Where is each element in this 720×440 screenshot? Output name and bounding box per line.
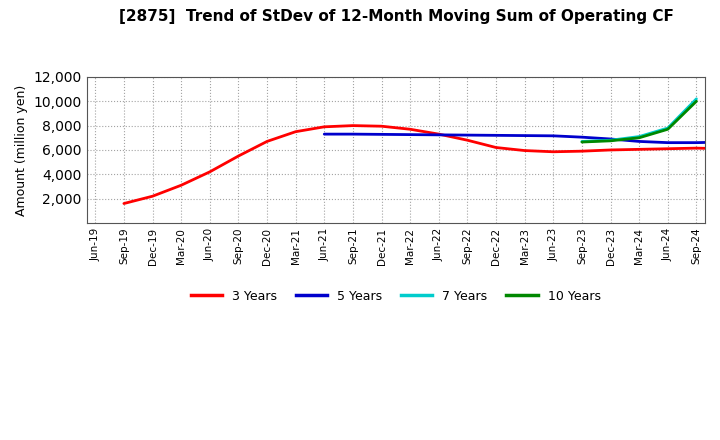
3 Years	[292, 129, 300, 134]
3 Years	[406, 127, 415, 132]
3 Years	[263, 139, 271, 144]
5 Years	[635, 139, 644, 144]
5 Years	[348, 132, 357, 137]
5 Years	[606, 136, 615, 142]
Line: 5 Years: 5 Years	[324, 104, 720, 144]
10 Years	[663, 127, 672, 132]
3 Years	[234, 154, 243, 159]
Line: 3 Years: 3 Years	[124, 78, 720, 204]
5 Years	[434, 132, 443, 137]
Y-axis label: Amount (million yen): Amount (million yen)	[15, 84, 28, 216]
3 Years	[606, 147, 615, 153]
5 Years	[549, 133, 557, 139]
7 Years	[606, 138, 615, 143]
3 Years	[463, 138, 472, 143]
5 Years	[492, 133, 500, 138]
3 Years	[348, 123, 357, 128]
10 Years	[635, 135, 644, 140]
5 Years	[521, 133, 529, 138]
3 Years	[434, 132, 443, 137]
10 Years	[577, 139, 586, 145]
3 Years	[492, 145, 500, 150]
7 Years	[663, 125, 672, 131]
3 Years	[663, 146, 672, 151]
3 Years	[205, 169, 214, 175]
3 Years	[377, 124, 386, 129]
5 Years	[577, 135, 586, 140]
10 Years	[606, 138, 615, 143]
7 Years	[577, 139, 586, 144]
3 Years	[320, 124, 328, 129]
3 Years	[549, 149, 557, 154]
Line: 10 Years: 10 Years	[582, 101, 696, 142]
5 Years	[406, 132, 415, 137]
Legend: 3 Years, 5 Years, 7 Years, 10 Years: 3 Years, 5 Years, 7 Years, 10 Years	[186, 285, 606, 308]
5 Years	[692, 140, 701, 145]
5 Years	[320, 132, 328, 137]
7 Years	[635, 134, 644, 139]
Text: [2875]  Trend of StDev of 12-Month Moving Sum of Operating CF: [2875] Trend of StDev of 12-Month Moving…	[119, 9, 673, 24]
3 Years	[577, 149, 586, 154]
10 Years	[692, 99, 701, 104]
3 Years	[177, 183, 186, 188]
3 Years	[692, 146, 701, 151]
3 Years	[120, 201, 128, 206]
3 Years	[635, 147, 644, 152]
7 Years	[692, 96, 701, 102]
5 Years	[463, 132, 472, 138]
5 Years	[663, 140, 672, 145]
5 Years	[377, 132, 386, 137]
3 Years	[148, 194, 157, 199]
Line: 7 Years: 7 Years	[582, 99, 696, 141]
3 Years	[521, 148, 529, 153]
